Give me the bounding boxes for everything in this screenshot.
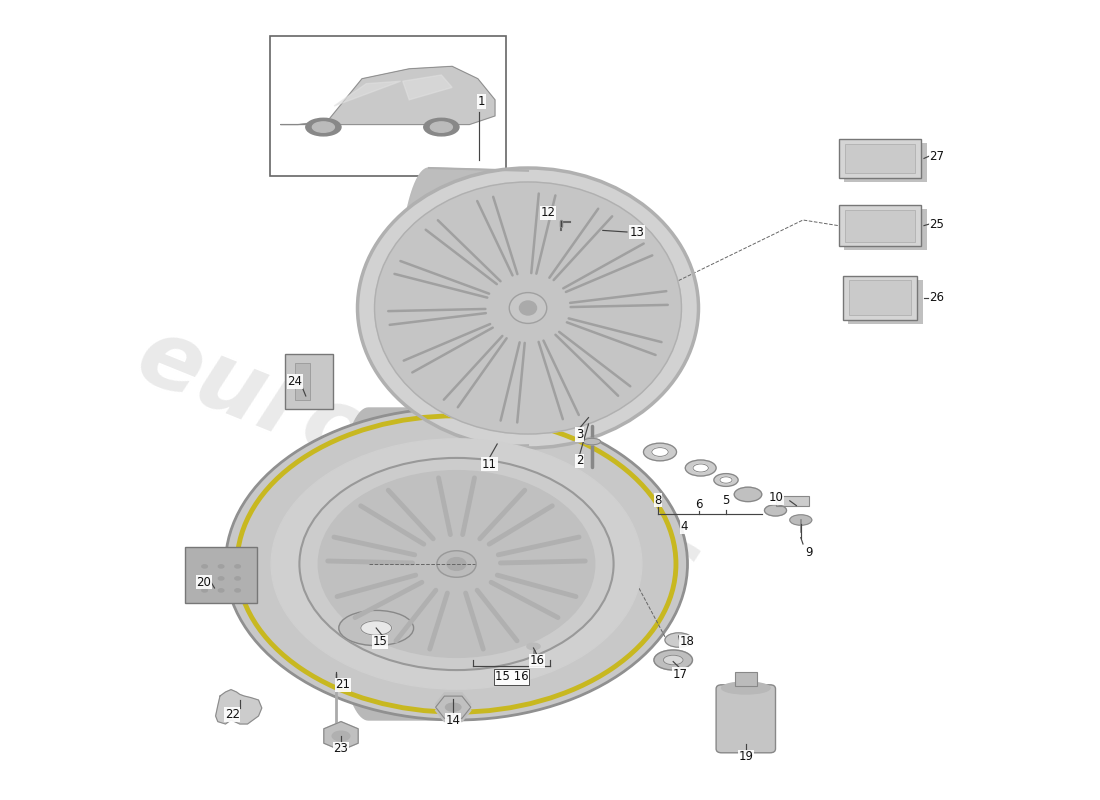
- Ellipse shape: [446, 703, 461, 711]
- Ellipse shape: [312, 122, 334, 132]
- Ellipse shape: [790, 515, 812, 525]
- Ellipse shape: [339, 610, 414, 646]
- Polygon shape: [403, 75, 452, 100]
- FancyBboxPatch shape: [845, 143, 926, 182]
- Ellipse shape: [447, 558, 466, 570]
- Ellipse shape: [583, 438, 601, 445]
- Ellipse shape: [218, 565, 224, 568]
- Ellipse shape: [218, 589, 224, 592]
- FancyBboxPatch shape: [848, 279, 923, 323]
- Text: 16: 16: [529, 654, 544, 667]
- Text: 13: 13: [629, 226, 645, 238]
- Text: 19: 19: [738, 750, 754, 763]
- Text: 4: 4: [681, 520, 688, 533]
- Ellipse shape: [527, 643, 540, 650]
- Ellipse shape: [318, 470, 595, 658]
- Text: 9: 9: [805, 546, 813, 558]
- Ellipse shape: [218, 577, 224, 580]
- Text: eurospares: eurospares: [124, 310, 712, 618]
- Ellipse shape: [271, 439, 642, 689]
- Ellipse shape: [226, 408, 688, 720]
- Text: 10: 10: [768, 491, 783, 504]
- Text: 12: 12: [540, 206, 556, 219]
- FancyBboxPatch shape: [845, 209, 926, 250]
- FancyBboxPatch shape: [716, 685, 776, 753]
- Ellipse shape: [235, 589, 241, 592]
- Text: 25: 25: [930, 218, 945, 230]
- FancyBboxPatch shape: [285, 354, 333, 409]
- FancyBboxPatch shape: [839, 139, 922, 178]
- FancyBboxPatch shape: [846, 210, 915, 242]
- Ellipse shape: [361, 621, 392, 635]
- Polygon shape: [334, 408, 456, 720]
- Ellipse shape: [664, 633, 693, 647]
- Polygon shape: [398, 168, 528, 448]
- Ellipse shape: [358, 168, 698, 448]
- Text: 22: 22: [224, 708, 240, 721]
- FancyBboxPatch shape: [843, 275, 917, 319]
- Ellipse shape: [306, 118, 341, 136]
- Ellipse shape: [653, 650, 693, 670]
- Ellipse shape: [735, 487, 761, 502]
- Ellipse shape: [685, 460, 716, 476]
- Text: 15 16: 15 16: [495, 670, 528, 683]
- Ellipse shape: [437, 550, 476, 578]
- Ellipse shape: [332, 731, 350, 741]
- Ellipse shape: [722, 682, 770, 694]
- Text: 18: 18: [680, 635, 695, 648]
- Ellipse shape: [202, 565, 208, 568]
- FancyBboxPatch shape: [185, 547, 257, 603]
- Text: 21: 21: [336, 678, 351, 691]
- Ellipse shape: [424, 118, 459, 136]
- Ellipse shape: [414, 238, 444, 378]
- Ellipse shape: [235, 565, 241, 568]
- FancyBboxPatch shape: [776, 496, 808, 506]
- Ellipse shape: [714, 474, 738, 486]
- Text: 26: 26: [930, 291, 945, 304]
- FancyBboxPatch shape: [270, 36, 506, 176]
- Text: 5: 5: [723, 494, 729, 506]
- Text: 14: 14: [446, 714, 461, 726]
- Text: 6: 6: [695, 498, 702, 510]
- Text: 11: 11: [482, 458, 497, 470]
- FancyBboxPatch shape: [846, 144, 915, 173]
- Ellipse shape: [644, 443, 676, 461]
- FancyBboxPatch shape: [735, 672, 757, 686]
- Text: 24: 24: [287, 375, 303, 388]
- FancyBboxPatch shape: [849, 280, 911, 314]
- Text: 23: 23: [333, 742, 349, 755]
- Polygon shape: [334, 81, 400, 106]
- Ellipse shape: [430, 122, 452, 132]
- Ellipse shape: [764, 505, 786, 516]
- Polygon shape: [216, 690, 262, 724]
- Text: 3: 3: [576, 428, 583, 441]
- Ellipse shape: [202, 577, 208, 580]
- Ellipse shape: [374, 182, 682, 434]
- Text: 17: 17: [672, 668, 688, 681]
- Text: 1: 1: [478, 95, 485, 108]
- Text: a passion for
motorsport
since 1985: a passion for motorsport since 1985: [312, 506, 568, 710]
- Ellipse shape: [651, 448, 669, 456]
- Ellipse shape: [235, 577, 241, 580]
- Polygon shape: [280, 66, 495, 125]
- Ellipse shape: [202, 589, 208, 592]
- Text: 20: 20: [196, 576, 211, 589]
- Ellipse shape: [509, 293, 547, 323]
- FancyBboxPatch shape: [839, 205, 922, 246]
- Text: 2: 2: [576, 454, 583, 467]
- Ellipse shape: [519, 301, 537, 315]
- Text: 15: 15: [372, 635, 387, 648]
- FancyBboxPatch shape: [295, 363, 310, 400]
- Text: 27: 27: [930, 150, 945, 162]
- Text: 8: 8: [654, 494, 661, 506]
- Ellipse shape: [720, 477, 733, 483]
- Ellipse shape: [663, 655, 683, 665]
- Polygon shape: [398, 168, 528, 448]
- Ellipse shape: [299, 458, 614, 670]
- Ellipse shape: [693, 464, 708, 472]
